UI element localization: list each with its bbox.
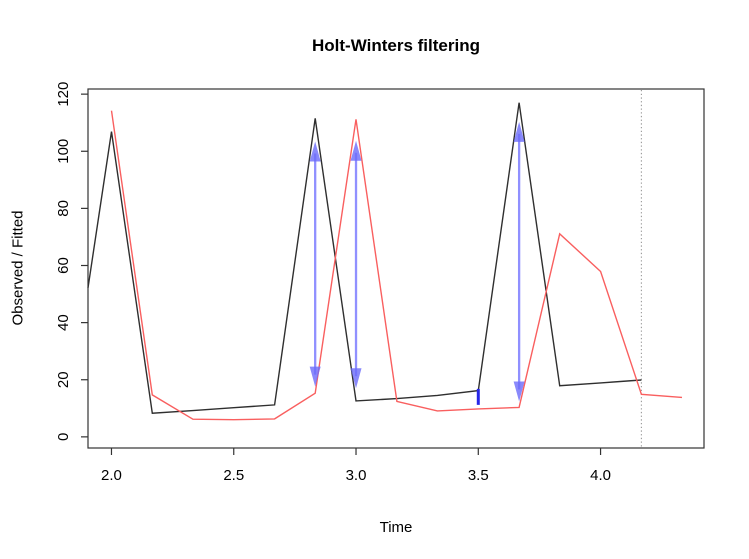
fitted-series-line (110, 110, 683, 421)
x-tick-label: 3.0 (346, 467, 367, 484)
y-tick-label: 20 (55, 371, 72, 388)
error-arrow-head-up (350, 140, 362, 161)
y-tick-label: 40 (55, 314, 72, 331)
plot-box (87, 88, 705, 449)
observed-series-line (87, 102, 642, 414)
y-tick-label: 60 (55, 257, 72, 274)
x-tick-label: 2.5 (223, 467, 244, 484)
x-tick-label: 4.0 (590, 467, 611, 484)
plot-title: Holt-Winters filtering (312, 36, 480, 55)
y-tick-label: 100 (55, 139, 72, 164)
error-arrow-head-down (513, 381, 525, 402)
x-axis-label: Time (379, 519, 413, 536)
y-tick-label: 120 (55, 82, 72, 107)
x-tick-label: 3.5 (468, 467, 489, 484)
error-arrow-head-up (513, 121, 525, 142)
error-arrow-head-up (309, 141, 321, 162)
x-tick-label: 2.0 (101, 467, 122, 484)
error-arrow-head-down (350, 368, 362, 389)
residual-marker (476, 388, 480, 405)
y-tick-label: 80 (55, 200, 72, 217)
error-arrow-head-down (309, 366, 321, 387)
y-tick-label: 0 (55, 433, 72, 441)
